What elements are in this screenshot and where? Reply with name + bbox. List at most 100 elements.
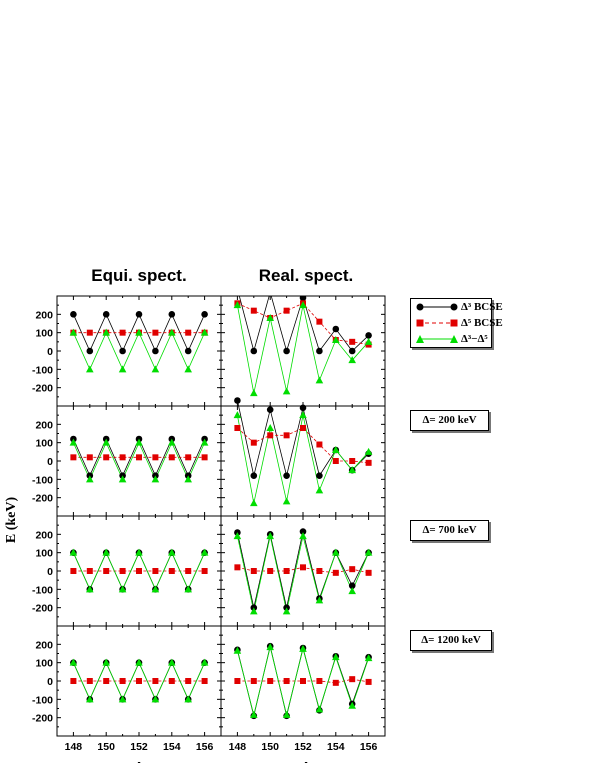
legend-item-bcse5: Δ⁵ BCSE <box>411 315 503 331</box>
point-bcse5 <box>300 678 306 684</box>
point-diff <box>69 658 78 666</box>
y-tick-label: 200 <box>35 309 53 321</box>
point-bcse5 <box>283 678 290 684</box>
point-bcse5 <box>201 568 208 574</box>
panel-r2-c0: -200 -100 0 100 200 <box>32 515 222 627</box>
point-diff <box>168 548 176 556</box>
point-diff <box>135 658 143 666</box>
point-bcse3 <box>201 311 208 318</box>
point-bcse5 <box>119 454 126 461</box>
point-bcse3 <box>70 311 77 318</box>
panel-r1-c0: -200 -100 0 100 200 <box>32 405 222 517</box>
panel-data <box>69 548 209 593</box>
point-bcse5 <box>185 454 192 461</box>
point-diff <box>184 585 192 593</box>
y-tick-label: -200 <box>32 493 53 505</box>
col-title-real: Real. spect. <box>259 266 354 285</box>
point-bcse5 <box>86 568 93 574</box>
point-bcse3 <box>234 285 241 292</box>
y-tick-label: 100 <box>35 438 53 450</box>
point-diff <box>151 475 160 483</box>
y-tick-label: 100 <box>35 328 53 340</box>
point-diff <box>135 438 143 446</box>
point-bcse5 <box>152 329 159 336</box>
point-bcse3 <box>299 528 307 535</box>
series-line-diff <box>237 305 369 394</box>
x-tick-label: 152 <box>294 741 312 753</box>
point-bcse5 <box>70 568 77 574</box>
point-bcse5 <box>119 568 126 574</box>
point-diff <box>200 658 209 666</box>
point-bcse5 <box>316 318 323 325</box>
point-bcse3 <box>316 347 323 355</box>
point-diff <box>315 596 324 604</box>
point-bcse5 <box>152 454 159 461</box>
point-bcse5 <box>168 678 175 684</box>
point-diff <box>364 337 373 345</box>
y-tick-label: 0 <box>47 566 53 578</box>
point-bcse5 <box>136 454 142 461</box>
point-diff <box>118 695 127 703</box>
point-bcse5 <box>283 432 290 439</box>
point-bcse5 <box>365 459 372 466</box>
point-bcse5 <box>103 454 110 461</box>
point-diff <box>348 587 356 595</box>
point-bcse3 <box>316 472 323 479</box>
y-tick-label: 200 <box>35 639 53 651</box>
point-bcse3 <box>299 296 307 302</box>
legend-label-diff: Δ³−Δ⁵ <box>461 333 488 345</box>
point-bcse5 <box>185 678 192 684</box>
point-bcse5 <box>185 329 192 336</box>
point-diff <box>299 411 307 419</box>
point-bcse5 <box>168 568 175 574</box>
panel-r1-c1 <box>220 397 386 517</box>
point-bcse5 <box>119 329 126 336</box>
panels-group: -200 -100 0 100 200 -200 -100 0 100 200 -200 -100 0 1… <box>32 285 386 753</box>
point-bcse3 <box>102 311 110 318</box>
point-diff <box>69 548 78 556</box>
point-diff <box>135 328 143 336</box>
x-tick-label: 154 <box>163 741 181 753</box>
point-diff <box>348 466 356 474</box>
point-bcse5 <box>250 568 257 574</box>
point-bcse5 <box>103 568 110 574</box>
point-diff <box>348 701 356 709</box>
point-bcse5 <box>349 676 356 683</box>
point-bcse5 <box>86 454 93 461</box>
point-bcse5 <box>332 458 339 464</box>
point-bcse5 <box>316 441 323 448</box>
y-tick-label: 0 <box>47 346 53 358</box>
legend-marker-diff <box>416 335 458 343</box>
panel-data <box>69 311 209 373</box>
x-axis-label-left: A <box>134 760 145 763</box>
point-bcse5 <box>119 678 126 684</box>
point-bcse5 <box>152 568 159 574</box>
point-bcse5 <box>152 678 159 684</box>
legend-label-bcse5: Δ⁵ BCSE <box>461 317 503 329</box>
point-diff <box>282 710 291 718</box>
point-diff <box>266 532 274 540</box>
point-diff <box>86 365 94 373</box>
x-tick-label: 156 <box>196 741 214 753</box>
point-bcse3 <box>348 347 356 355</box>
panel-data <box>233 397 373 507</box>
point-diff <box>184 695 192 703</box>
y-tick-label: -100 <box>32 694 53 706</box>
point-bcse5 <box>234 425 241 431</box>
y-tick-label: 100 <box>35 658 53 670</box>
point-bcse3 <box>152 347 159 355</box>
x-axis-label-right: A <box>301 760 312 763</box>
y-tick-label: -200 <box>32 603 53 615</box>
point-bcse3 <box>135 311 143 318</box>
point-bcse3 <box>234 397 241 404</box>
panel-r3-c0: -200 -100 0 100 200 148 150 152 154 156 <box>32 625 222 753</box>
y-tick-label: 0 <box>47 456 53 468</box>
legend-marker-bcse3 <box>416 303 458 311</box>
point-diff <box>364 548 373 556</box>
point-diff <box>86 475 94 483</box>
y-tick-label: 200 <box>35 419 53 431</box>
legend: Δ³ BCSE Δ⁵ BCSE Δ³−Δ⁵ <box>410 298 503 348</box>
point-bcse5 <box>349 338 356 345</box>
series-line-bcse5 <box>237 427 369 464</box>
